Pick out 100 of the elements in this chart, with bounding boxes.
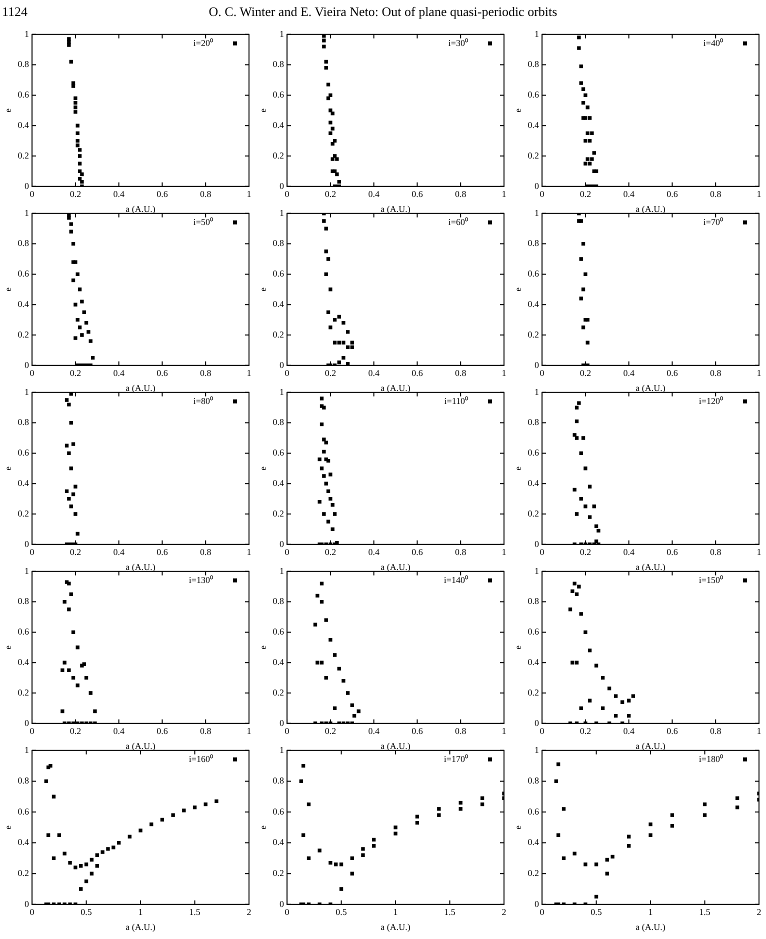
x-tick-label: 0.4 <box>368 547 380 558</box>
y-tick-label: 0.8 <box>18 596 30 606</box>
x-tick-label: 0.8 <box>454 189 467 200</box>
y-tick-label: 0.6 <box>528 268 540 279</box>
x-tick-label: 1.5 <box>444 907 456 918</box>
x-tick-label: 1 <box>756 189 762 200</box>
x-tick-label: 0.2 <box>580 189 592 200</box>
legend-label: i=110⁰ <box>444 396 468 406</box>
x-tick-label: 1 <box>246 726 252 736</box>
x-tick-label: 0.2 <box>324 726 336 736</box>
y-tick-label: 0.4 <box>528 478 540 488</box>
x-axis-title: a (A.U.) <box>380 740 410 751</box>
text: 1124 <box>2 4 28 20</box>
x-axis-title: a (A.U.) <box>126 382 156 393</box>
y-tick-label: 0.4 <box>272 837 285 848</box>
y-axis-title: e <box>2 466 13 470</box>
y-tick-label: 0.8 <box>18 59 30 70</box>
y-tick-label: 0 <box>280 898 285 909</box>
y-tick-label: 1 <box>280 386 284 397</box>
y-tick-label: 1 <box>534 208 540 218</box>
y-tick-label: 0.8 <box>528 59 540 70</box>
legend-label: i=70⁰ <box>703 216 723 227</box>
y-tick-label: 0 <box>24 360 30 370</box>
x-tick-label: 1 <box>502 368 506 378</box>
y-tick-label: 1 <box>534 386 540 397</box>
x-tick-label: 2 <box>246 907 252 918</box>
x-tick-label: 0.6 <box>666 189 678 200</box>
y-tick-label: 1 <box>24 28 30 39</box>
y-tick-label: 0 <box>280 538 285 549</box>
y-tick-label: 0.6 <box>272 448 285 458</box>
legend-label: i=130⁰ <box>188 574 213 585</box>
x-tick-label: 0.2 <box>580 726 592 736</box>
y-tick-label: 0.2 <box>528 687 540 698</box>
x-tick-label: 0.2 <box>580 368 592 378</box>
x-tick-label: 0.6 <box>412 189 424 200</box>
y-tick-label: 0.2 <box>18 508 30 518</box>
x-tick-label: 0.8 <box>454 726 467 736</box>
y-tick-label: 0.4 <box>528 298 540 309</box>
x-axis-title: a (A.U.) <box>636 204 666 214</box>
y-tick-label: 0.2 <box>272 329 284 340</box>
y-tick-label: 0 <box>280 180 285 191</box>
x-tick-label: 0.4 <box>623 189 635 200</box>
y-tick-label: 1 <box>280 28 284 39</box>
x-axis-title: a (A.U.) <box>126 922 156 932</box>
y-tick-label: 0.2 <box>18 150 30 160</box>
y-tick-label: 0.8 <box>528 238 540 248</box>
text: O. C. Winter and E. Vieira Neto: Out of plane quasi-periodic orbits <box>208 4 558 19</box>
y-axis-title: e <box>512 108 523 112</box>
y-tick-label: 0.2 <box>272 868 284 878</box>
x-tick-label: 1 <box>246 189 252 200</box>
y-axis-title: e <box>2 287 13 292</box>
x-tick-label: 0.2 <box>70 189 82 200</box>
y-tick-label: 0 <box>534 718 540 728</box>
x-tick-label: 0.8 <box>200 189 212 200</box>
x-tick-label: 0.2 <box>70 368 82 378</box>
y-axis-title: e <box>2 825 13 830</box>
y-tick-label: 1 <box>24 208 30 218</box>
y-tick-label: 1 <box>534 566 540 576</box>
legend-label: i=140⁰ <box>444 574 468 585</box>
x-tick-label: 1 <box>246 547 252 558</box>
x-axis-title: a (A.U.) <box>380 562 410 572</box>
y-tick-label: 0.6 <box>272 626 285 637</box>
x-tick-label: 0.2 <box>70 547 82 558</box>
y-tick-label: 0.6 <box>528 90 540 100</box>
y-tick-label: 0.8 <box>18 238 30 248</box>
x-axis-title: a (A.U.) <box>126 204 156 214</box>
y-tick-label: 0.2 <box>18 329 30 340</box>
x-tick-label: 0.4 <box>113 726 125 736</box>
x-tick-label: 0.4 <box>623 547 635 558</box>
y-axis-title: e <box>512 287 523 292</box>
y-tick-label: 0.8 <box>272 417 285 428</box>
legend-label: i=30⁰ <box>448 38 468 48</box>
y-axis-title: e <box>258 108 268 112</box>
y-tick-label: 0.2 <box>272 687 284 698</box>
y-tick-label: 0.6 <box>528 626 540 637</box>
x-tick-label: 0.4 <box>368 368 380 378</box>
x-tick-label: 0.8 <box>710 189 722 200</box>
x-tick-label: 0.6 <box>412 547 424 558</box>
x-tick-label: 0.4 <box>623 726 635 736</box>
x-axis-title: a (A.U.) <box>380 922 410 932</box>
x-tick-label: 0.8 <box>200 368 212 378</box>
x-tick-label: 0.4 <box>113 189 125 200</box>
x-axis-title: a (A.U.) <box>126 740 156 751</box>
y-tick-label: 0 <box>534 180 540 191</box>
y-axis-title: e <box>2 108 13 112</box>
x-tick-label: 0.8 <box>200 547 212 558</box>
y-tick-label: 0 <box>24 898 30 909</box>
x-tick-label: 0.4 <box>113 547 125 558</box>
x-tick-label: 0.2 <box>70 726 82 736</box>
y-axis-title: e <box>258 287 268 292</box>
y-tick-label: 1 <box>24 744 30 755</box>
y-tick-label: 0.4 <box>272 478 285 488</box>
y-axis-title: e <box>258 825 268 830</box>
x-tick-label: 0.8 <box>710 726 722 736</box>
y-tick-label: 0.6 <box>528 448 540 458</box>
x-tick-label: 0.4 <box>368 726 380 736</box>
x-tick-label: 0.4 <box>113 368 125 378</box>
x-axis-title: a (A.U.) <box>636 562 666 572</box>
y-axis-title: e <box>512 466 523 470</box>
y-tick-label: 0.4 <box>528 656 540 667</box>
